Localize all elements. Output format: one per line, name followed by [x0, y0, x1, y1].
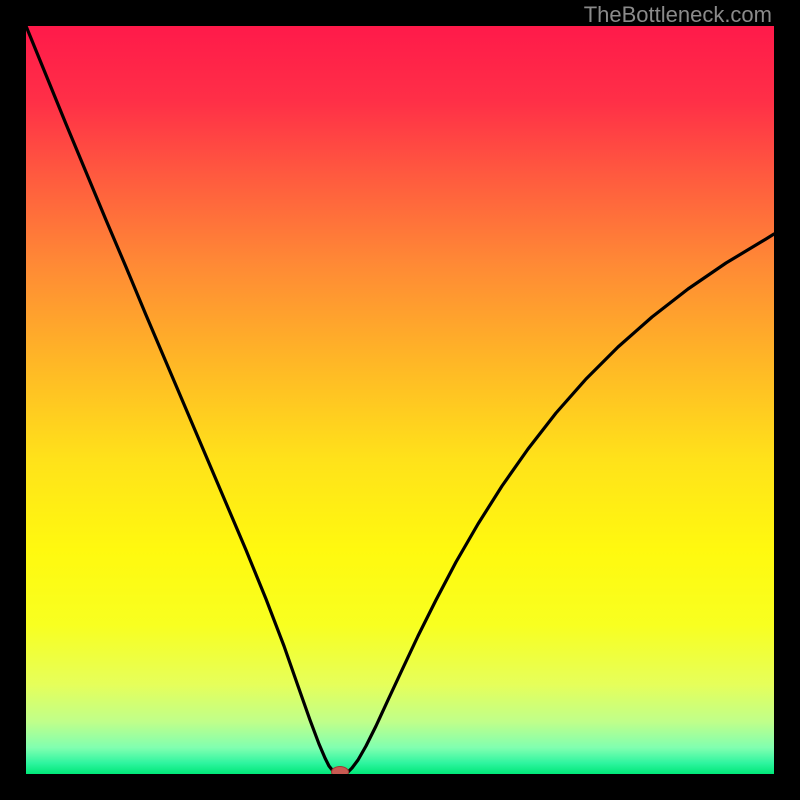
optimal-point-marker — [331, 766, 349, 774]
watermark-text: TheBottleneck.com — [584, 2, 772, 28]
plot-area — [26, 26, 774, 774]
bottleneck-curve — [26, 26, 774, 774]
chart-frame: TheBottleneck.com — [0, 0, 800, 800]
